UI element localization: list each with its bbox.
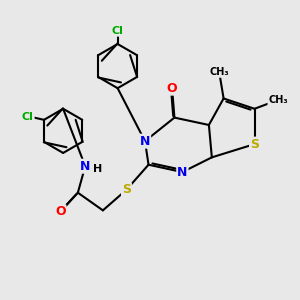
- Text: S: S: [122, 183, 131, 196]
- Text: N: N: [80, 160, 90, 173]
- Text: CH₃: CH₃: [209, 67, 229, 77]
- Text: Cl: Cl: [112, 26, 124, 36]
- Text: CH₃: CH₃: [268, 95, 288, 105]
- Text: Cl: Cl: [22, 112, 34, 122]
- Text: O: O: [55, 205, 65, 218]
- Text: H: H: [93, 164, 102, 173]
- Text: N: N: [140, 135, 150, 148]
- Text: S: S: [250, 138, 259, 151]
- Text: O: O: [167, 82, 177, 95]
- Text: N: N: [177, 166, 188, 178]
